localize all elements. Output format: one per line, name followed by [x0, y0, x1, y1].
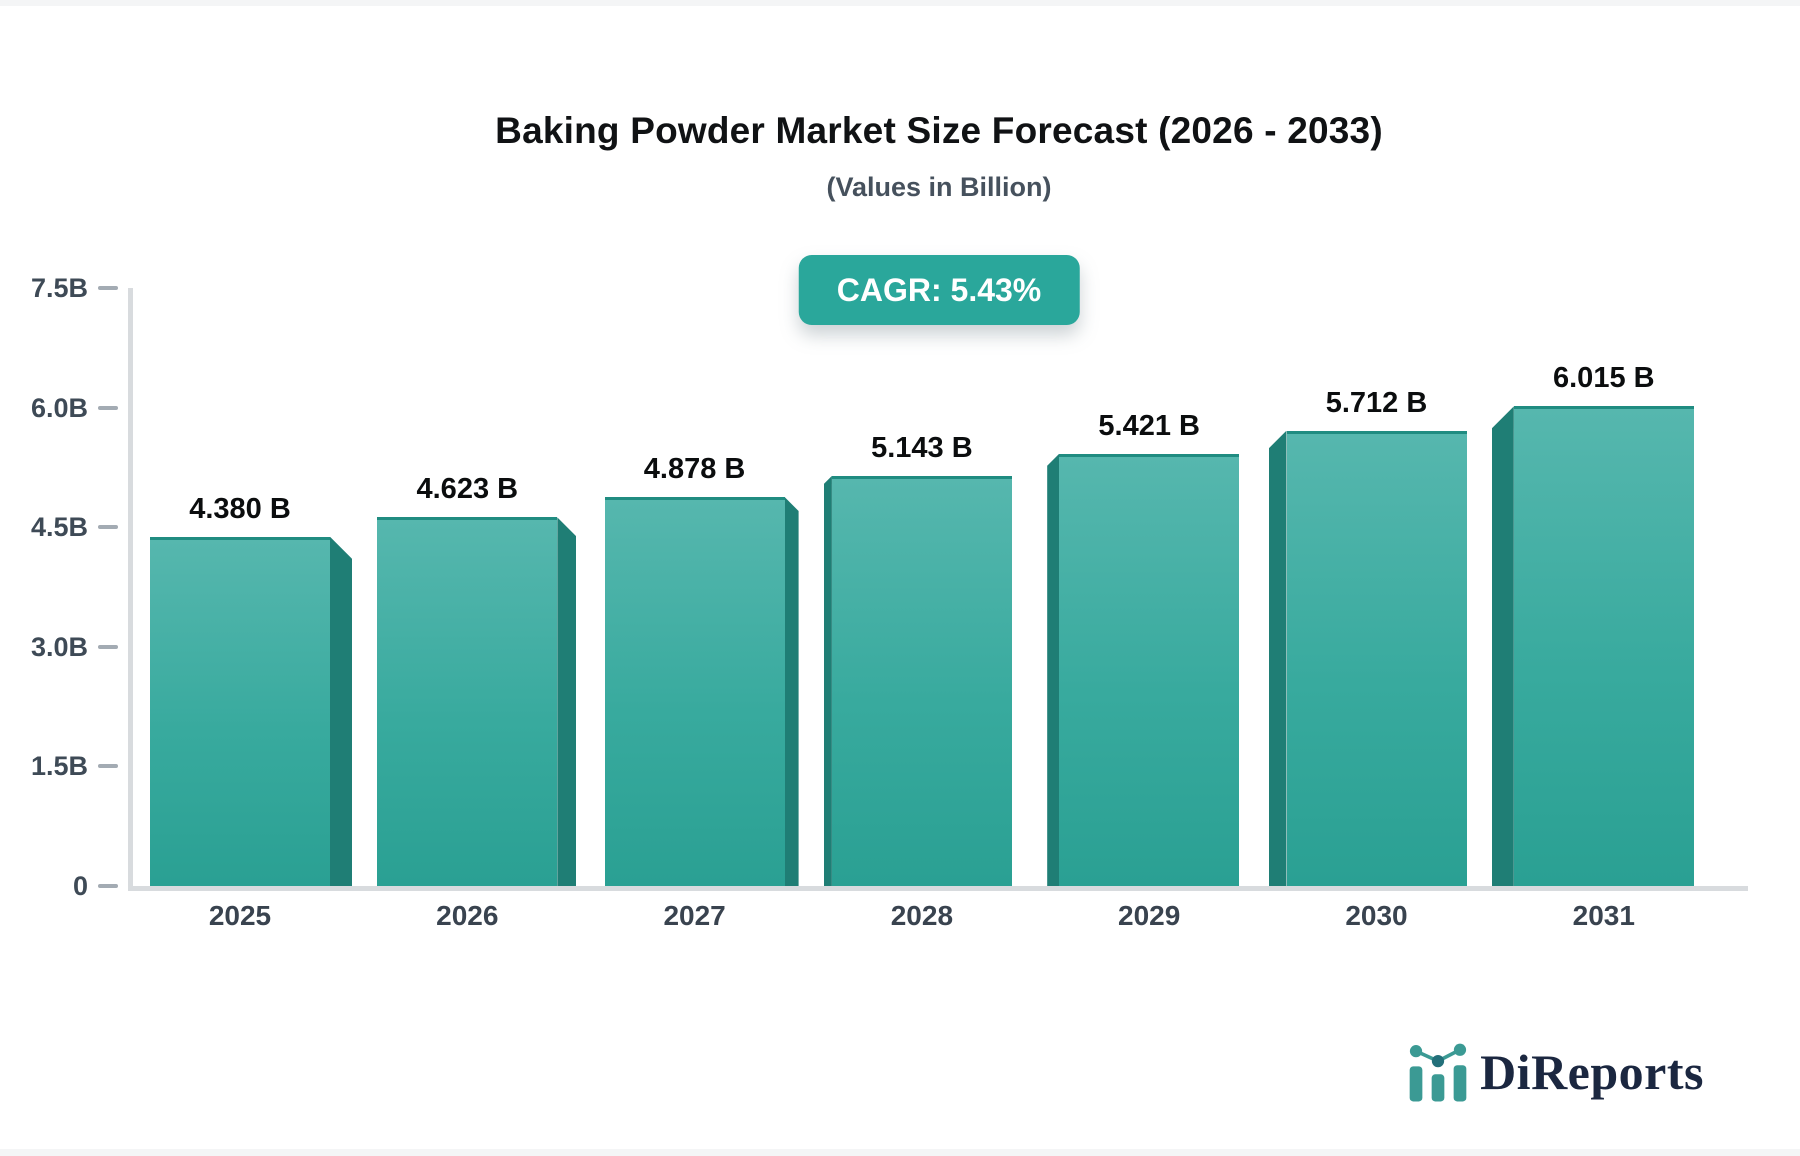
bar-2028 — [823, 475, 1012, 886]
x-axis-label-2027: 2027 — [663, 900, 726, 931]
bar-face — [377, 517, 558, 886]
x-axis-label-2026: 2026 — [436, 900, 499, 931]
bar-value-label: 4.623 B — [416, 473, 519, 506]
bar-side-shadow — [784, 497, 799, 886]
bar-face — [831, 475, 1012, 886]
bar-2025 — [150, 536, 352, 886]
y-tick-label: 1.5B — [30, 751, 88, 782]
y-tick-label: 3.0B — [30, 631, 88, 662]
bar-2029 — [1047, 453, 1240, 886]
y-tick-dash — [98, 286, 118, 290]
y-tick-dash — [98, 644, 118, 649]
chart-title: Baking Powder Market Size Forecast (2026… — [495, 110, 1383, 151]
bar-face — [1059, 453, 1240, 886]
bar-value-label: 6.015 B — [1553, 362, 1655, 395]
bar-side-shadow — [1491, 406, 1514, 886]
bar-face — [604, 497, 785, 886]
bar-2031 — [1491, 406, 1694, 886]
bar-side-shadow — [330, 536, 352, 886]
bar-2030 — [1268, 430, 1467, 886]
bar-value-label: 5.421 B — [1098, 409, 1200, 442]
bar-side-shadow — [823, 475, 832, 886]
y-tick-dash — [98, 525, 118, 530]
bar-side-shadow — [1268, 430, 1287, 886]
direports-logo-text: DiReports — [1480, 1044, 1704, 1100]
y-tick-label: 6.0B — [30, 392, 88, 423]
x-axis-label-2031: 2031 — [1572, 900, 1635, 931]
x-axis-label-2028: 2028 — [890, 900, 954, 931]
bar-side-shadow — [557, 517, 577, 886]
y-axis-line — [128, 288, 133, 886]
direports-logo: DiReports — [1404, 1036, 1704, 1108]
x-axis-line — [128, 886, 1748, 891]
x-axis-label-2030: 2030 — [1345, 900, 1408, 931]
bar-value-label: 4.878 B — [643, 453, 746, 486]
bar-face — [1286, 430, 1467, 886]
y-tick-dash — [98, 884, 118, 888]
bar-face — [150, 536, 330, 886]
bar-side-shadow — [1047, 453, 1060, 886]
y-tick-label: 7.5B — [30, 273, 88, 303]
y-tick-label: 0 — [72, 871, 88, 901]
x-axis-label-2029: 2029 — [1118, 900, 1181, 931]
bar-value-label: 5.712 B — [1325, 386, 1428, 419]
bar-value-label: 5.143 B — [871, 431, 973, 464]
y-tick-label: 4.5B — [30, 512, 88, 543]
y-tick-dash — [98, 764, 118, 769]
cagr-badge: CAGR: 5.43% — [798, 255, 1080, 325]
chart-subtitle: (Values in Billion) — [826, 172, 1052, 202]
bar-2027 — [604, 497, 799, 886]
bar-value-label: 4.380 B — [189, 492, 291, 525]
direports-logo-icon — [1409, 1043, 1467, 1102]
y-tick-dash — [98, 405, 118, 410]
bar-2026 — [377, 517, 577, 886]
bar-face — [1513, 406, 1694, 886]
x-axis-label-2025: 2025 — [208, 900, 272, 931]
